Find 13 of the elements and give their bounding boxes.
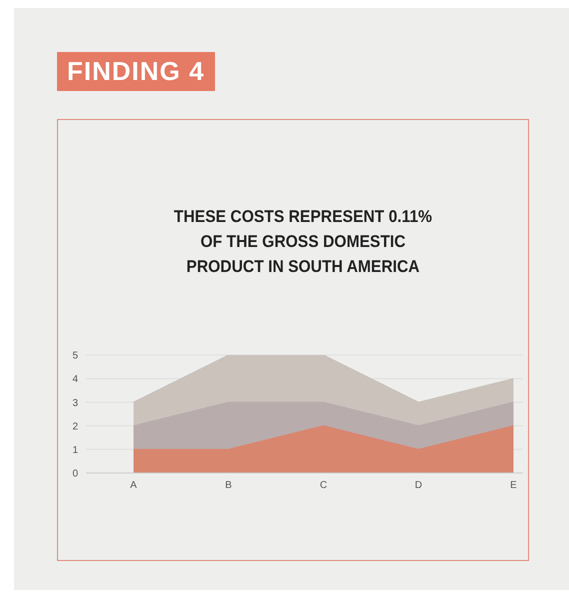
x-tick-label: C	[320, 480, 328, 492]
y-tick-label: 0	[72, 468, 78, 480]
chart-subtitle: THESE COSTS REPRESENT 0.11% OF THE GROSS DOMESTIC PRODUCT IN SOUTH AMERICA	[172, 206, 434, 278]
y-tick-label: 2	[72, 421, 78, 432]
x-tick-label: B	[225, 480, 232, 492]
x-tick-label: A	[130, 480, 138, 492]
y-tick-label: 5	[72, 350, 78, 362]
y-tick-label: 1	[72, 444, 78, 456]
x-tick-label: E	[510, 480, 518, 492]
y-tick-label: 4	[72, 374, 78, 386]
x-tick-label: D	[414, 480, 422, 492]
chart-title: FINDING 4	[57, 52, 215, 91]
y-tick-label: 3	[72, 398, 78, 409]
